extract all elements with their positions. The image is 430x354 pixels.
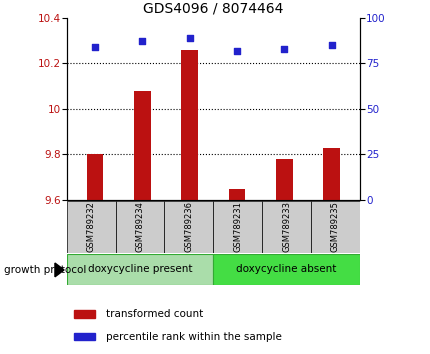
Point (186, 35, 193, 41)
Point (138, 39, 145, 44)
Bar (213, 254, 359, 285)
Point (280, 46, 287, 52)
Point (92, 44, 98, 50)
Bar (74, 310, 95, 318)
Text: GSM789234: GSM789234 (135, 201, 144, 252)
Text: transformed count: transformed count (105, 309, 203, 319)
Bar (87, 154, 103, 200)
Bar (74, 333, 95, 340)
Bar (261, 201, 310, 253)
Bar (67, 201, 115, 253)
Bar (275, 159, 292, 200)
Text: growth protocol: growth protocol (4, 265, 86, 275)
Text: GSM789235: GSM789235 (330, 201, 339, 252)
Point (233, 48, 240, 53)
Text: percentile rank within the sample: percentile rank within the sample (105, 332, 281, 342)
Bar (115, 201, 164, 253)
Point (327, 42, 334, 48)
Title: GDS4096 / 8074464: GDS4096 / 8074464 (143, 1, 283, 15)
Bar (213, 201, 261, 253)
Bar (228, 189, 245, 200)
Text: doxycycline present: doxycycline present (88, 264, 192, 274)
Bar (310, 201, 359, 253)
Bar (181, 50, 197, 200)
Text: GSM789232: GSM789232 (86, 201, 95, 252)
Text: GSM789236: GSM789236 (184, 201, 193, 252)
Bar (67, 254, 213, 285)
Text: GSM789231: GSM789231 (233, 201, 242, 252)
Bar (134, 91, 150, 200)
Text: doxycycline absent: doxycycline absent (236, 264, 336, 274)
Text: GSM789233: GSM789233 (282, 201, 290, 252)
Bar (322, 148, 339, 200)
Bar (164, 201, 213, 253)
Polygon shape (55, 263, 64, 277)
